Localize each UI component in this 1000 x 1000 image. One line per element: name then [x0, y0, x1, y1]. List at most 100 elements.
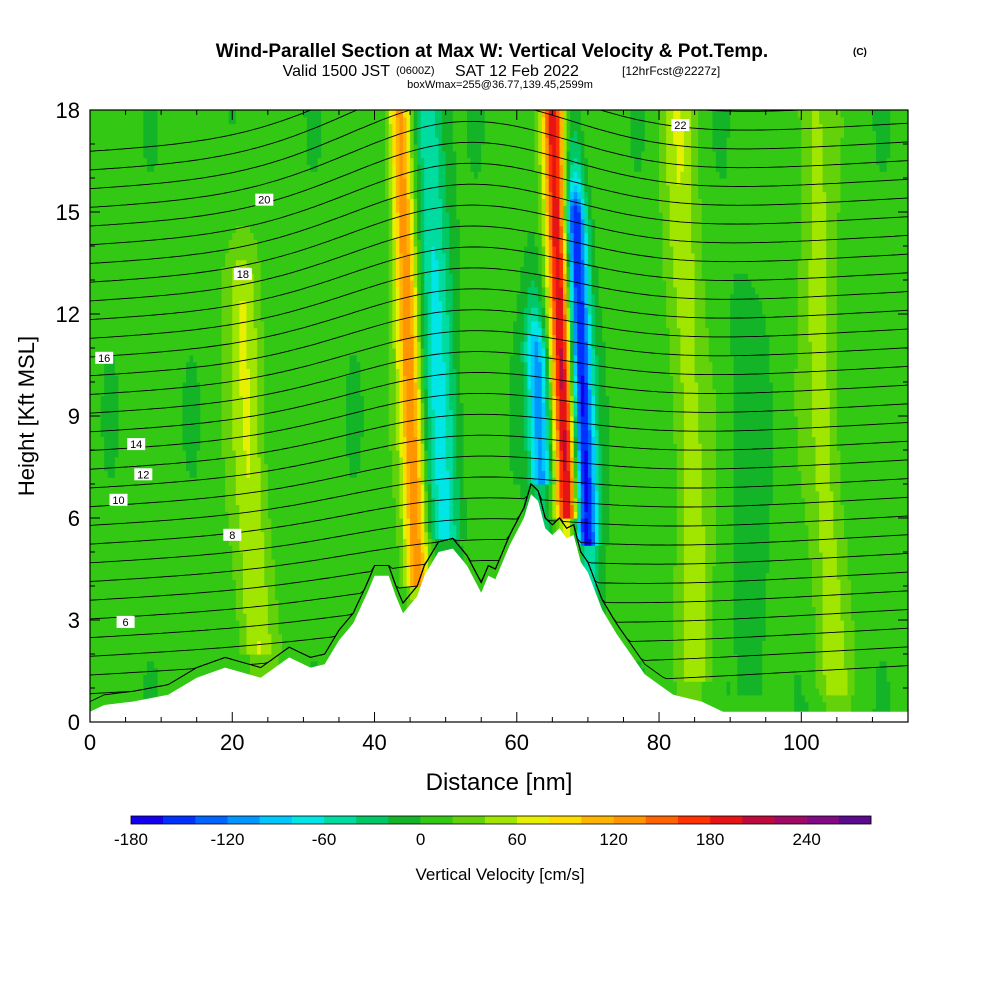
velocity-cell [93, 443, 98, 451]
velocity-cell [171, 660, 176, 669]
velocity-cell [100, 654, 105, 662]
velocity-cell [171, 286, 176, 295]
velocity-cell [264, 225, 269, 233]
velocity-cell [161, 538, 166, 546]
velocity-cell [257, 490, 262, 499]
velocity-cell [161, 110, 166, 118]
velocity-cell [146, 416, 152, 424]
velocity-cell [168, 688, 173, 696]
velocity-cell [182, 667, 187, 675]
velocity-cell [164, 504, 169, 512]
velocity-cell [114, 422, 120, 431]
velocity-cell [271, 164, 276, 172]
velocity-cell [196, 633, 201, 641]
velocity-cell [93, 606, 98, 614]
velocity-cell [114, 660, 120, 669]
velocity-cell [257, 341, 262, 349]
velocity-cell [161, 266, 166, 274]
velocity-cell [136, 130, 141, 138]
velocity-cell [97, 436, 102, 444]
velocity-cell [132, 239, 137, 247]
velocity-cell [93, 388, 98, 397]
velocity-cell [193, 361, 198, 369]
velocity-cell [136, 477, 141, 485]
velocity-cell [93, 320, 98, 329]
velocity-cell [193, 293, 198, 301]
velocity-cell [225, 382, 230, 390]
velocity-cell [93, 681, 98, 689]
velocity-cell [143, 436, 148, 444]
velocity-cell [228, 123, 233, 131]
velocity-cell [178, 354, 184, 363]
velocity-cell [171, 443, 176, 451]
velocity-cell [136, 531, 141, 539]
velocity-cell [214, 191, 219, 199]
velocity-cell [118, 484, 123, 492]
velocity-cell [260, 280, 265, 288]
velocity-cell [111, 599, 116, 607]
valid-time-label: Valid 1500 JST [283, 63, 391, 80]
velocity-cell [218, 266, 223, 274]
velocity-cell [246, 450, 251, 458]
velocity-cell [264, 572, 269, 580]
velocity-cell [250, 388, 255, 397]
velocity-cell [178, 422, 184, 431]
velocity-cell [182, 511, 187, 519]
velocity-cell [250, 246, 255, 254]
velocity-cell [97, 198, 102, 206]
velocity-cell [278, 286, 283, 295]
velocity-cell [196, 171, 201, 179]
velocity-cell [274, 586, 280, 594]
velocity-cell [107, 320, 112, 329]
velocity-cell [200, 348, 205, 356]
velocity-cell [150, 599, 155, 607]
velocity-cell [250, 123, 255, 131]
velocity-cell [250, 232, 255, 240]
velocity-cell [104, 620, 109, 628]
velocity-cell [118, 225, 123, 233]
velocity-cell [221, 157, 226, 165]
velocity-cell [232, 388, 237, 397]
velocity-cell [143, 171, 148, 179]
velocity-cell [271, 130, 276, 138]
velocity-cell [154, 293, 159, 301]
velocity-cell [250, 640, 255, 648]
velocity-cell [186, 409, 191, 417]
velocity-cell [207, 212, 212, 220]
velocity-cell [267, 171, 272, 179]
velocity-cell [132, 280, 137, 288]
velocity-cell [114, 504, 120, 512]
velocity-cell [271, 592, 276, 601]
velocity-cell [104, 545, 109, 553]
velocity-cell [122, 286, 127, 295]
velocity-cell [271, 259, 276, 267]
velocity-cell [242, 334, 248, 342]
velocity-cell [178, 484, 184, 492]
velocity-cell [154, 518, 159, 526]
velocity-cell [90, 368, 95, 376]
velocity-cell [161, 218, 166, 227]
velocity-cell [150, 286, 155, 295]
velocity-cell [225, 490, 230, 499]
velocity-cell [214, 368, 219, 376]
velocity-cell [253, 212, 258, 220]
velocity-cell [93, 518, 98, 526]
velocity-cell [235, 599, 240, 607]
velocity-cell [246, 586, 251, 594]
velocity-cell [118, 504, 123, 512]
velocity-cell [264, 300, 269, 308]
velocity-cell [171, 130, 176, 138]
velocity-cell [214, 293, 219, 301]
velocity-cell [171, 654, 176, 662]
velocity-cell [271, 484, 276, 492]
velocity-cell [189, 572, 194, 580]
velocity-cell [90, 654, 95, 662]
velocity-cell [267, 361, 272, 369]
velocity-cell [150, 633, 155, 641]
velocity-cell [93, 239, 98, 247]
velocity-cell [157, 266, 162, 274]
velocity-cell [250, 225, 255, 233]
velocity-cell [285, 477, 290, 485]
velocity-cell [193, 443, 198, 451]
velocity-cell [168, 334, 173, 342]
